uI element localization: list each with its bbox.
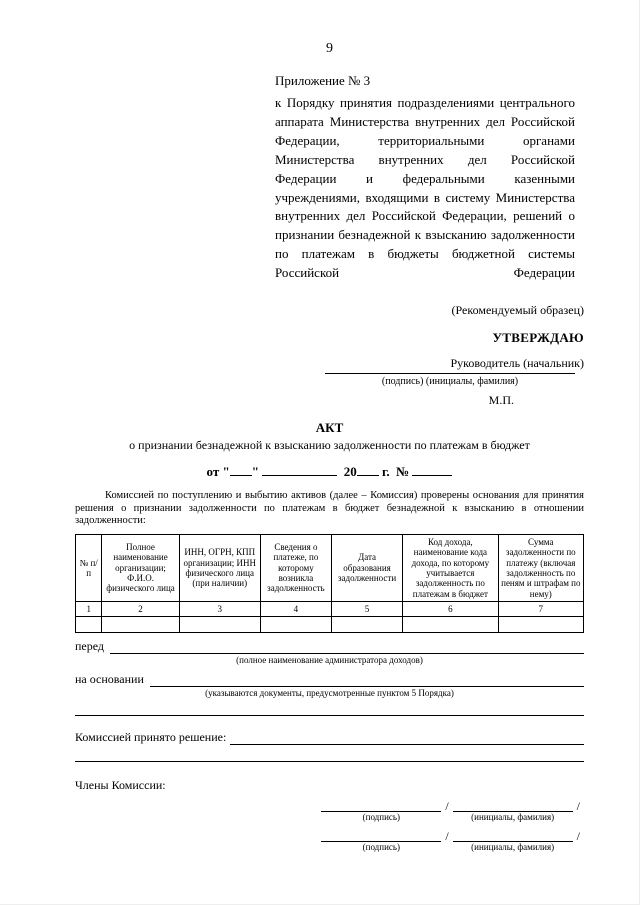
members-label: Члены Комиссии: [75,778,584,793]
before-label: перед [75,639,104,654]
signature-cell-fio: (инициалы, фамилия) [453,799,573,823]
signature-row: (подпись) / (инициалы, фамилия) / [75,829,584,853]
appendix-block: Приложение № 3 к Порядку принятия подраз… [275,72,575,283]
blank-line [75,703,584,716]
signature-line-top [325,373,575,375]
table-header: Полное наименование организации; Ф.И.О. … [102,534,179,601]
signature-caption-top: (подпись) (инициалы, фамилия) [325,376,575,389]
slash: / [573,799,584,814]
table-header: № п/п [76,534,102,601]
before-caption: (полное наименование администратора дохо… [75,655,584,666]
table-header-row: № п/п Полное наименование организации; Ф… [76,534,584,601]
slash: / [441,799,452,814]
slash: / [573,829,584,844]
decision-label: Комиссией принято решение: [75,730,226,745]
decision-row: Комиссией принято решение: [75,730,584,745]
table-header: ИНН, ОГРН, КПП организации; ИНН физическ… [179,534,260,601]
sample-label: (Рекомендуемый образец) [75,303,584,318]
blank-line [75,749,584,762]
signature-cell-podpis: (подпись) [321,829,441,853]
head-title: Руководитель (начальник) [75,356,584,371]
basis-row: на основании [75,672,584,687]
basis-label: на основании [75,672,144,687]
table-colnum: 3 [179,601,260,616]
mp-label: М.П. [75,393,584,408]
table-header: Сумма задолженности по платежу (включая … [498,534,583,601]
table-colnum: 1 [76,601,102,616]
approve-label: УТВЕРЖДАЮ [75,330,584,346]
signature-cell-podpis: (подпись) [321,799,441,823]
before-row: перед [75,639,584,654]
table-colnum: 6 [403,601,499,616]
basis-caption: (указываются документы, предусмотренные … [75,688,584,699]
table-colnum: 2 [102,601,179,616]
slash: / [441,829,452,844]
signature-cell-fio: (инициалы, фамилия) [453,829,573,853]
table-header: Код дохода, наименование кода дохода, по… [403,534,499,601]
table-header: Сведения о платеже, по которому возникла… [260,534,331,601]
appendix-title: Приложение № 3 [275,72,575,91]
appendix-body: к Порядку принятия подразделениями центр… [275,94,575,282]
page-number: 9 [75,40,584,58]
date-line: от "" 20 г. № [75,463,584,480]
table-header: Дата образования задолженности [331,534,402,601]
table-row [76,617,584,632]
table-number-row: 1 2 3 4 5 6 7 [76,601,584,616]
table-colnum: 4 [260,601,331,616]
akt-title: АКТ [75,420,584,436]
table-colnum: 5 [331,601,402,616]
intro-text: Комиссией по поступлению и выбытию актив… [75,490,584,528]
table-colnum: 7 [498,601,583,616]
signature-row: (подпись) / (инициалы, фамилия) / [75,799,584,823]
akt-subtitle: о признании безнадежной к взысканию задо… [75,438,584,453]
debt-table: № п/п Полное наименование организации; Ф… [75,534,584,633]
